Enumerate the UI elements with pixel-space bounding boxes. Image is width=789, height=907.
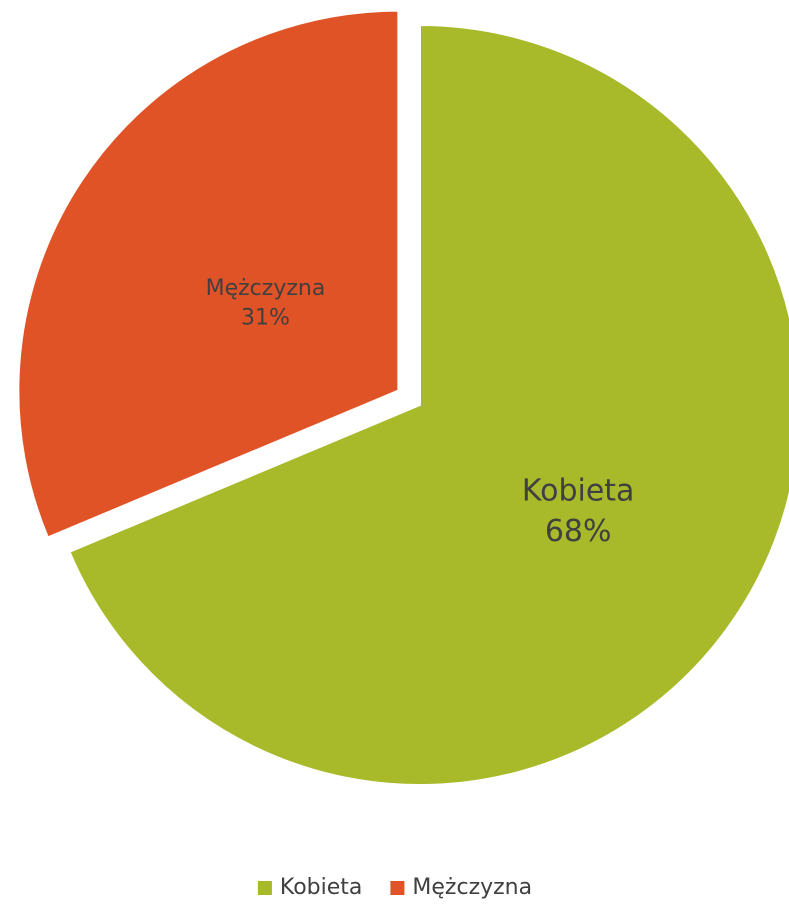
legend-label: Kobieta (280, 875, 363, 900)
pie-slice (17, 9, 400, 539)
legend: Kobieta Mężczyzna (257, 875, 532, 900)
slice-label-value: 68% (545, 514, 612, 549)
slice-label-name: Mężczyzna (206, 276, 326, 301)
slice-label-value: 31% (241, 306, 290, 331)
pie-slice (68, 23, 789, 786)
legend-swatch (257, 881, 272, 895)
slice-label-name: Kobieta (522, 474, 635, 509)
legend-swatch (390, 881, 405, 895)
legend-label: Mężczyzna (412, 875, 532, 900)
